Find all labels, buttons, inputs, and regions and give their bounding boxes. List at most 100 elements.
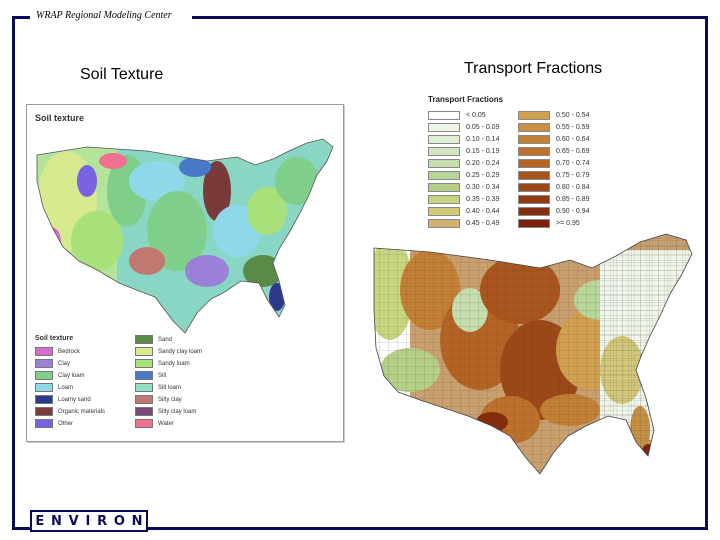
transport-legend-swatch: [518, 147, 550, 156]
transport-fractions-title: Transport Fractions: [464, 60, 603, 77]
transport-legend-label: 0.80 - 0.84: [556, 184, 590, 191]
soil-legend-swatch: [35, 359, 53, 368]
transport-legend-item: 0.85 - 0.89: [518, 195, 589, 204]
frame-top-left: [12, 16, 30, 19]
transport-legend-swatch: [428, 207, 460, 216]
environ-logo: E N V I R O N: [30, 510, 148, 532]
transport-legend-swatch: [428, 159, 460, 168]
transport-legend-swatch: [428, 135, 460, 144]
transport-legend-item: 0.45 - 0.49: [428, 219, 499, 228]
transport-legend-item: 0.30 - 0.34: [428, 183, 499, 192]
transport-legend-label: 0.90 - 0.94: [556, 208, 590, 215]
frame-top-right: [192, 16, 708, 19]
transport-legend-swatch: [518, 195, 550, 204]
transport-legend-item: 0.05 - 0.09: [428, 123, 499, 132]
logo-letter: O: [113, 513, 125, 529]
soil-legend-item: Bedrock: [35, 347, 80, 356]
soil-legend-item: Organic materials: [35, 407, 105, 416]
soil-legend-item: Sandy loam: [135, 359, 190, 368]
transport-legend-item: 0.20 - 0.24: [428, 159, 499, 168]
soil-legend-item: Sand: [135, 335, 172, 344]
transport-legend-swatch: [518, 183, 550, 192]
soil-legend-label: Silt: [158, 372, 167, 379]
soil-legend-swatch: [35, 383, 53, 392]
soil-legend-swatch: [135, 383, 153, 392]
transport-legend-swatch: [428, 111, 460, 120]
transport-legend-item: 0.15 - 0.19: [428, 147, 499, 156]
soil-legend-label: Clay loam: [58, 372, 85, 379]
transport-legend-label: 0.35 - 0.39: [466, 196, 500, 203]
frame-bottom: [12, 527, 708, 530]
transport-legend-item: 0.90 - 0.94: [518, 207, 589, 216]
transport-legend-label: < 0.05: [466, 112, 486, 119]
transport-legend-item: 0.70 - 0.74: [518, 159, 589, 168]
soil-legend-label: Sand: [158, 336, 173, 343]
transport-legend-item: 0.35 - 0.39: [428, 195, 499, 204]
soil-legend-label: Silty clay: [158, 396, 182, 403]
soil-texture-map: Soil texture: [26, 104, 344, 442]
soil-legend-item: Silt: [135, 371, 166, 380]
transport-legend-swatch: [518, 207, 550, 216]
soil-legend-label: Loamy sand: [58, 396, 91, 403]
logo-letter: E: [35, 513, 45, 529]
transport-legend-label: 0.05 - 0.09: [466, 124, 500, 131]
logo-letter: I: [85, 513, 91, 529]
transport-legend-label: 0.65 - 0.69: [556, 148, 590, 155]
soil-legend-swatch: [35, 419, 53, 428]
soil-legend-label: Sandy loam: [158, 360, 190, 367]
transport-legend-label: 0.50 - 0.54: [556, 112, 590, 119]
transport-legend-item: 0.10 - 0.14: [428, 135, 499, 144]
logo-letter: R: [97, 513, 108, 529]
transport-legend-item: 0.50 - 0.54: [518, 111, 589, 120]
soil-legend-heading: Soil texture: [35, 335, 74, 342]
transport-legend-label: 0.85 - 0.89: [556, 196, 590, 203]
transport-legend-swatch: [518, 171, 550, 180]
transport-legend-swatch: [518, 111, 550, 120]
soil-legend-swatch: [135, 395, 153, 404]
transport-legend-item: 0.55 - 0.59: [518, 123, 589, 132]
soil-legend-swatch: [135, 419, 153, 428]
soil-legend-item: Loam: [35, 383, 73, 392]
transport-legend-label: 0.15 - 0.19: [466, 148, 500, 155]
soil-legend-item: Clay loam: [35, 371, 85, 380]
soil-legend-swatch: [35, 371, 53, 380]
transport-legend-label: 0.10 - 0.14: [466, 136, 500, 143]
transport-legend-swatch: [518, 123, 550, 132]
soil-legend-item: Other: [35, 419, 73, 428]
soil-legend-item: Water: [135, 419, 174, 428]
soil-legend-swatch: [35, 347, 53, 356]
logo-letter: N: [51, 513, 62, 529]
transport-legend-label: 0.20 - 0.24: [466, 160, 500, 167]
transport-legend-item: 0.60 - 0.64: [518, 135, 589, 144]
transport-fractions-legend: Transport Fractions < 0.05 0.05 - 0.09 0…: [424, 93, 589, 243]
soil-legend-label: Silty clay loam: [158, 408, 197, 415]
soil-legend-item: Silty clay: [135, 395, 182, 404]
soil-map-image: [36, 138, 334, 334]
soil-legend-label: Silt loam: [158, 384, 182, 391]
transport-legend-item: 0.25 - 0.29: [428, 171, 499, 180]
soil-legend-swatch: [135, 407, 153, 416]
transport-legend-item: 0.65 - 0.69: [518, 147, 589, 156]
transport-legend-label: 0.60 - 0.64: [556, 136, 590, 143]
transport-legend-label: 0.30 - 0.34: [466, 184, 500, 191]
transport-legend-label: 0.70 - 0.74: [556, 160, 590, 167]
transport-legend-swatch: [428, 183, 460, 192]
soil-map-heading: Soil texture: [35, 113, 85, 123]
transport-legend-swatch: [428, 219, 460, 228]
soil-legend-item: Loamy sand: [35, 395, 91, 404]
soil-legend-label: Clay: [58, 360, 71, 367]
transport-legend-swatch: [518, 159, 550, 168]
transport-legend-label: 0.55 - 0.59: [556, 124, 590, 131]
soil-legend-item: Silty clay loam: [135, 407, 196, 416]
soil-legend-item: Clay: [35, 359, 70, 368]
transport-legend-swatch: [428, 195, 460, 204]
soil-legend-swatch: [135, 347, 153, 356]
transport-legend-label: 0.75 - 0.79: [556, 172, 590, 179]
soil-legend-swatch: [135, 359, 153, 368]
transport-legend-swatch: [428, 147, 460, 156]
transport-legend-item: >= 0.95: [518, 219, 580, 228]
soil-legend-label: Bedrock: [58, 348, 81, 355]
soil-legend-item: Sandy clay loam: [135, 347, 202, 356]
logo-letter: N: [131, 513, 143, 529]
soil-legend-label: Organic materials: [58, 408, 106, 415]
